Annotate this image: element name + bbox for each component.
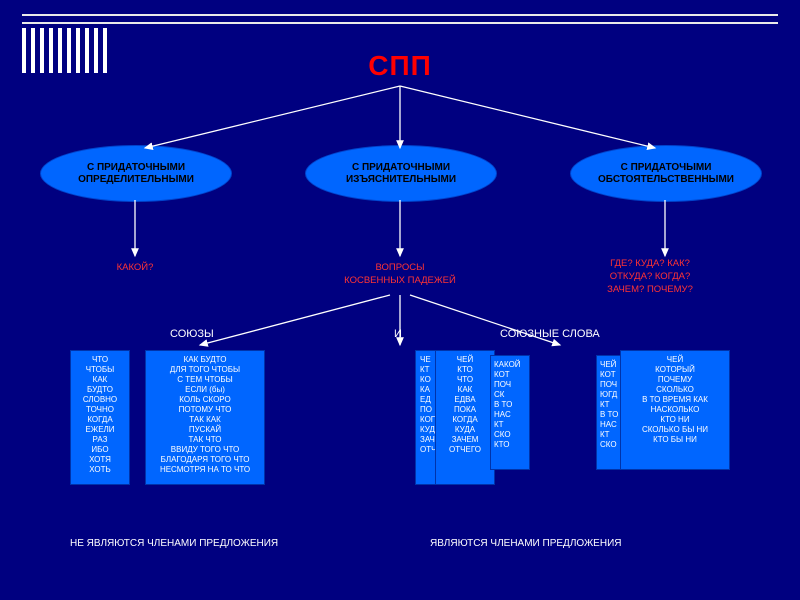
arrows-layer <box>0 0 800 600</box>
box-words-4: ЧЕЙ КОТОРЫЙ ПОЧЕМУ СКОЛЬКО В ТО ВРЕМЯ КА… <box>620 350 730 470</box>
footer-left: НЕ ЯВЛЯЮТСЯ ЧЛЕНАМИ ПРЕДЛОЖЕНИЯ <box>70 538 278 549</box>
decor-line-2 <box>22 22 778 24</box>
box-unions-2: КАК БУДТО ДЛЯ ТОГО ЧТОБЫ С ТЕМ ЧТОБЫ ЕСЛ… <box>145 350 265 485</box>
footer-right: ЯВЛЯЮТСЯ ЧЛЕНАМИ ПРЕДЛОЖЕНИЯ <box>430 538 621 549</box>
questions-center: ВОПРОСЫ КОСВЕННЫХ ПАДЕЖЕЙ <box>300 262 500 288</box>
questions-left: КАКОЙ? <box>70 262 200 275</box>
box-words-3-right-frag: КАКОЙ КОТ ПОЧ СК В ТО НАС КТ СКО КТО <box>490 355 530 470</box>
group-label-unionwords: СОЮЗНЫЕ СЛОВА <box>500 328 600 340</box>
branch-right: С ПРИДАТОЧЫМИОБСТОЯТЕЛЬСТВЕННЫМИ <box>570 145 762 202</box>
group-label-unions: СОЮЗЫ <box>170 328 214 340</box>
page-title: СПП <box>0 50 800 82</box>
branch-left: С ПРИДАТОЧНЫМИОПРЕДЕЛИТЕЛЬНЫМИ <box>40 145 232 202</box>
group-label-and: И <box>394 328 402 340</box>
box-unions-1: ЧТО ЧТОБЫ КАК БУДТО СЛОВНО ТОЧНО КОГДА Е… <box>70 350 130 485</box>
branch-center: С ПРИДАТОЧНЫМИИЗЪЯСНИТЕЛЬНЫМИ <box>305 145 497 202</box>
questions-right: ГДЕ? КУДА? КАК? ОТКУДА? КОГДА? ЗАЧЕМ? ПО… <box>555 258 745 296</box>
decor-line-1 <box>22 14 778 16</box>
box-words-3: ЧЕЙ КТО ЧТО КАК ЕДВА ПОКА КОГДА КУДА ЗАЧ… <box>435 350 495 485</box>
